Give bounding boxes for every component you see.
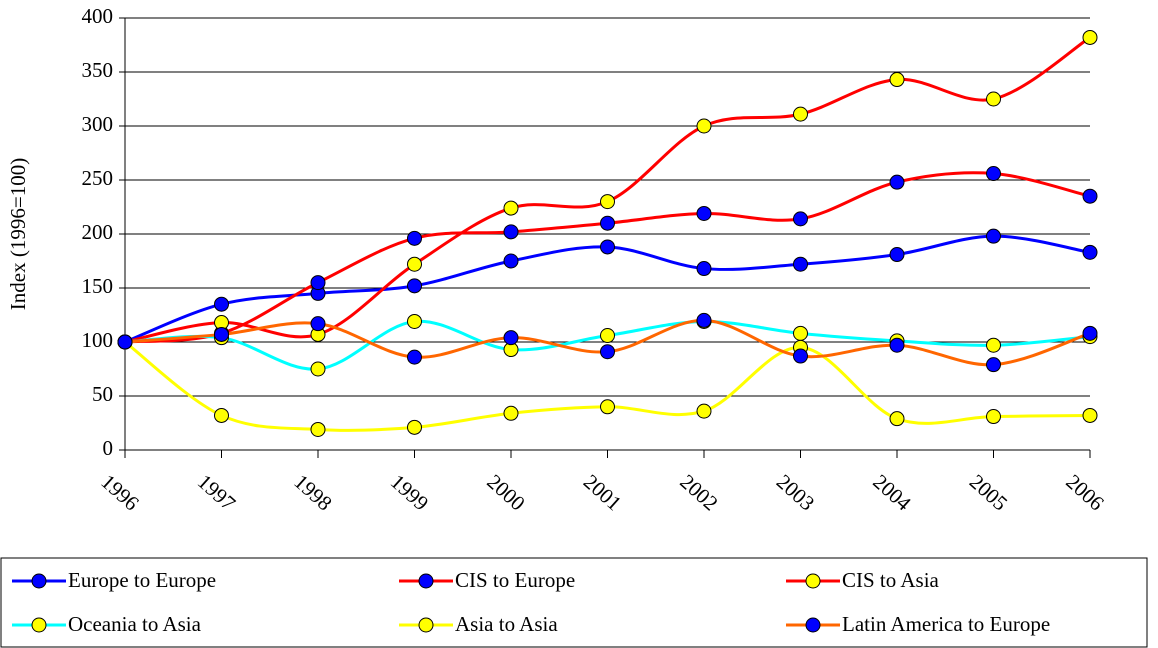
marker	[889, 411, 905, 427]
legend-marker	[31, 573, 47, 589]
y-tick-label: 150	[82, 274, 114, 298]
marker	[793, 211, 808, 227]
marker	[696, 261, 712, 277]
marker	[986, 357, 1001, 373]
x-tick-label: 2000	[482, 469, 529, 515]
marker	[793, 256, 808, 272]
x-tick-label: 2005	[965, 469, 1012, 515]
marker	[407, 230, 422, 246]
x-tick-label: 2002	[675, 469, 722, 515]
y-tick-label: 400	[82, 4, 114, 28]
marker	[407, 313, 422, 329]
y-tick-label: 0	[103, 436, 114, 460]
y-tick-label: 50	[92, 382, 113, 406]
marker	[696, 312, 712, 328]
marker	[214, 296, 229, 312]
marker	[503, 405, 519, 421]
marker	[986, 166, 1001, 182]
marker	[1082, 407, 1098, 423]
marker	[503, 200, 519, 216]
series-line	[124, 340, 1091, 432]
marker	[793, 325, 808, 341]
marker	[503, 253, 519, 269]
marker	[503, 224, 519, 240]
x-tick-label: 2001	[579, 469, 626, 515]
marker	[407, 278, 422, 294]
y-axis-label: Index (1996=100)	[6, 158, 30, 310]
marker	[407, 349, 422, 365]
legend-label: CIS to Asia	[842, 568, 940, 592]
marker	[1082, 188, 1098, 204]
legend-label: CIS to Europe	[455, 568, 575, 592]
legend-label: Latin America to Europe	[842, 612, 1050, 636]
y-tick-label: 350	[82, 58, 114, 82]
legend-marker	[805, 617, 821, 633]
y-tick-label: 250	[82, 166, 114, 190]
marker	[600, 399, 615, 415]
legend-marker	[805, 573, 821, 589]
marker	[600, 328, 615, 344]
legend-label: Europe to Europe	[68, 568, 216, 592]
marker	[407, 256, 422, 272]
marker	[889, 174, 905, 190]
marker	[986, 228, 1001, 244]
y-tick-label: 100	[82, 328, 114, 352]
marker	[214, 407, 229, 423]
x-tick-label: 1998	[289, 469, 336, 515]
marker	[1082, 244, 1098, 260]
x-tick-label: 2003	[772, 469, 819, 515]
x-tick-label: 2006	[1061, 469, 1108, 515]
marker	[696, 118, 712, 134]
marker	[117, 334, 133, 350]
x-tick-label: 1996	[96, 469, 143, 515]
marker	[1082, 29, 1098, 45]
x-tick-label: 1997	[193, 469, 240, 515]
y-tick-label: 300	[82, 112, 114, 136]
legend-marker	[31, 617, 47, 633]
marker	[986, 409, 1001, 425]
marker	[503, 330, 519, 346]
marker	[889, 72, 905, 88]
marker	[889, 337, 905, 353]
marker	[889, 247, 905, 263]
marker	[310, 421, 326, 437]
legend-box	[0, 557, 1148, 648]
marker	[793, 106, 808, 122]
marker	[696, 403, 712, 419]
marker	[600, 344, 615, 360]
legend-marker	[418, 573, 434, 589]
marker	[696, 205, 712, 221]
marker	[214, 326, 229, 342]
x-tick-label: 1999	[386, 469, 433, 515]
marker	[600, 194, 615, 210]
x-tick-label: 2004	[868, 469, 916, 515]
legend-label: Oceania to Asia	[68, 612, 202, 636]
marker	[793, 348, 808, 364]
marker	[310, 316, 326, 332]
legend-label: Asia to Asia	[455, 612, 558, 636]
marker	[986, 337, 1001, 353]
legend-marker	[418, 617, 434, 633]
marker	[600, 215, 615, 231]
marker	[407, 419, 422, 435]
marker	[986, 91, 1001, 107]
marker	[1082, 325, 1098, 341]
marker	[310, 361, 326, 377]
marker	[310, 275, 326, 291]
marker	[600, 239, 615, 255]
y-tick-label: 200	[82, 220, 114, 244]
